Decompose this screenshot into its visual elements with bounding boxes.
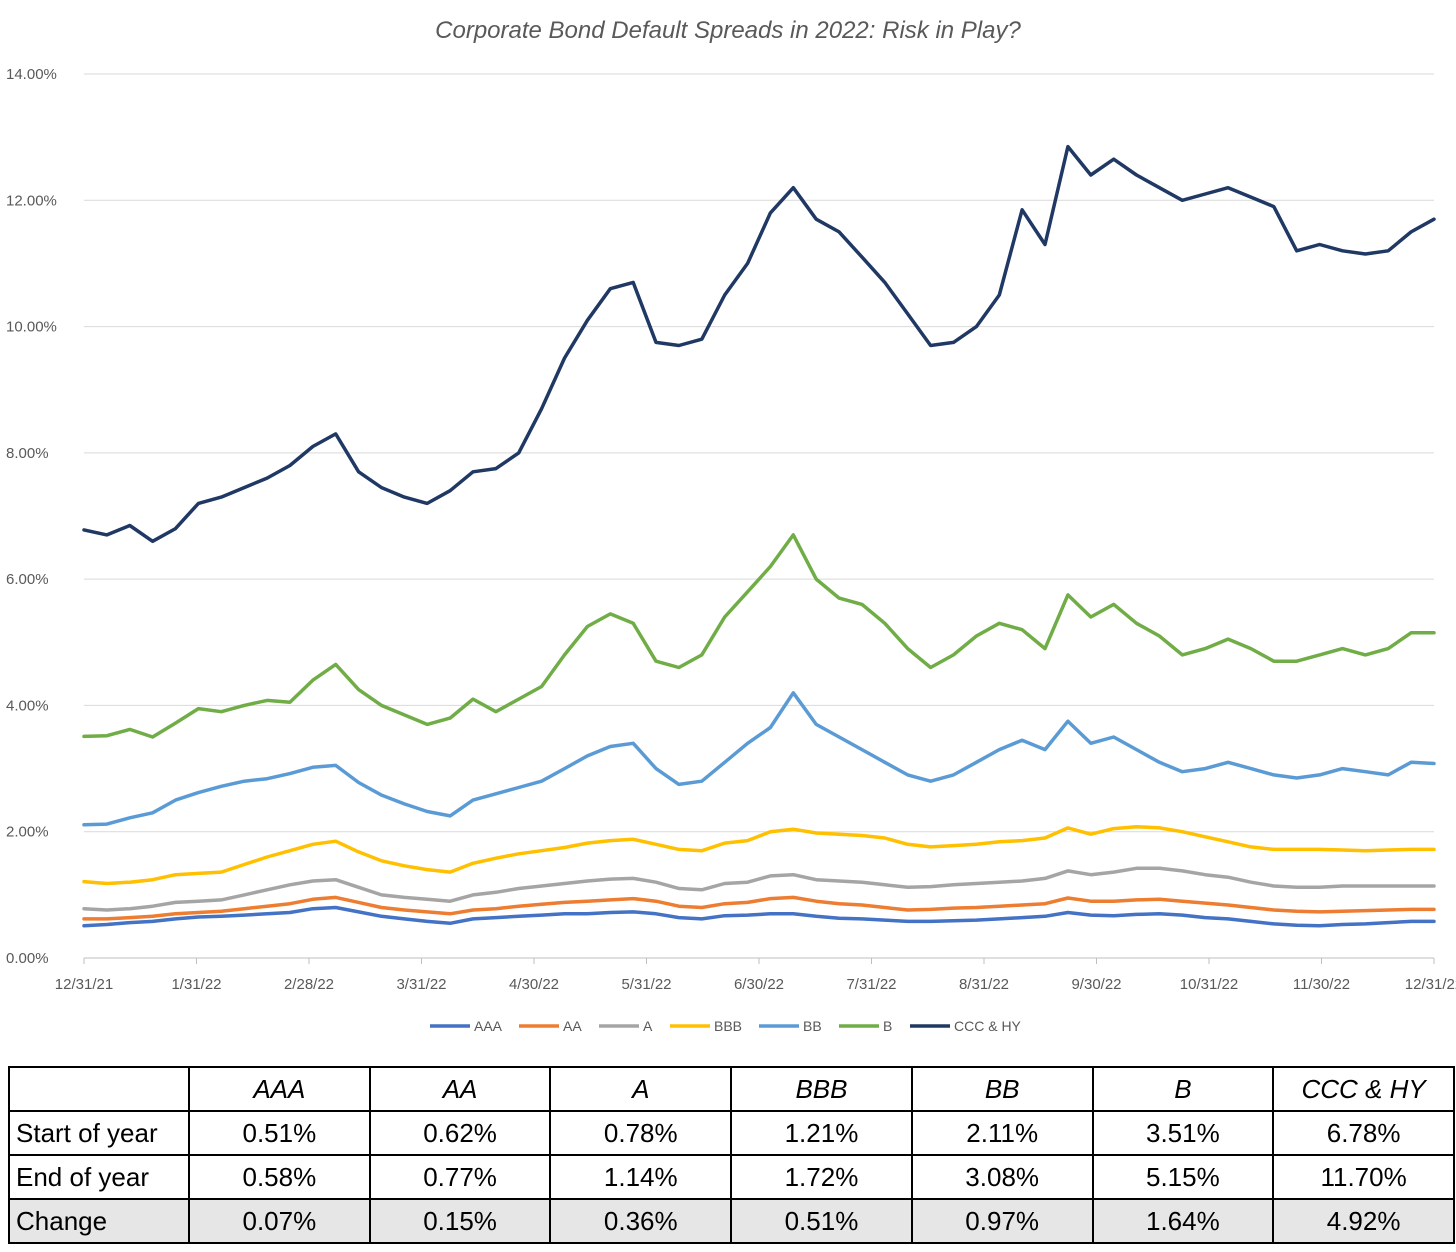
y-tick-label: 8.00% <box>6 445 49 462</box>
gridlines <box>84 73 1434 959</box>
y-tick-label: 0.00% <box>6 950 49 967</box>
x-tick-label: 9/30/22 <box>1071 976 1121 993</box>
series-line-b <box>82 533 1436 739</box>
table-cell: 5.15% <box>1091 1154 1275 1200</box>
series-line-bb <box>82 691 1436 827</box>
x-tick-label: 8/31/22 <box>959 976 1009 993</box>
y-axis-ticks: 0.00% 2.00% 4.00% 6.00% 8.00% 10.00% 12.00% 14.… <box>6 66 57 967</box>
x-tick-label: 3/31/22 <box>396 976 446 993</box>
table-header-row: AAA AA A BBB BB B CCC & HY <box>8 1066 1455 1112</box>
table-cell: 0.36% <box>549 1198 733 1244</box>
table-cell: 0.51% <box>188 1110 371 1156</box>
legend-label: CCC & HY <box>954 1018 1022 1034</box>
x-tick-label: 12/31/21 <box>55 976 113 993</box>
table-cell: 1.21% <box>730 1110 913 1156</box>
header-cell: BBB <box>730 1066 913 1112</box>
row-label: Start of year <box>8 1110 190 1156</box>
x-tick-label: 7/31/22 <box>846 976 896 993</box>
legend-item: AA <box>519 1018 582 1034</box>
y-tick-label: 12.00% <box>6 192 57 209</box>
chart-title: Corporate Bond Default Spreads in 2022: … <box>435 17 1021 44</box>
legend-label: BBB <box>714 1018 742 1034</box>
y-tick-label: 6.00% <box>6 571 49 588</box>
y-tick-label: 2.00% <box>6 824 49 841</box>
table-cell: 0.78% <box>549 1110 733 1156</box>
legend-item: CCC & HY <box>910 1018 1022 1034</box>
header-cell: AA <box>368 1066 552 1112</box>
legend-item: BBB <box>670 1018 742 1034</box>
y-tick-label: 14.00% <box>6 66 57 83</box>
header-cell: A <box>549 1066 733 1112</box>
table-cell: 1.72% <box>730 1154 913 1200</box>
x-tick-label: 4/30/22 <box>509 976 559 993</box>
series-line-bbb <box>82 824 1436 886</box>
series-line-a <box>82 866 1436 912</box>
x-tick-label: 1/31/22 <box>171 976 221 993</box>
table-cell: 3.51% <box>1091 1110 1275 1156</box>
header-cell: CCC & HY <box>1272 1066 1455 1112</box>
legend-label: B <box>883 1018 892 1034</box>
x-tick-label: 2/28/22 <box>284 976 334 993</box>
legend-label: AA <box>563 1018 582 1034</box>
row-label: Change <box>8 1198 190 1244</box>
y-tick-label: 4.00% <box>6 697 49 714</box>
y-tick-label: 10.00% <box>6 319 57 336</box>
line-chart: Corporate Bond Default Spreads in 2022: … <box>6 17 1456 1034</box>
table-cell: 0.77% <box>368 1154 552 1200</box>
legend-label: A <box>643 1018 653 1034</box>
chart-area: Corporate Bond Default Spreads in 2022: … <box>6 17 1456 1034</box>
x-axis-ticks: 12/31/21 1/31/22 2/28/22 3/31/22 4/30/22 5/31… <box>55 958 1456 993</box>
table-cell: 0.15% <box>368 1198 552 1244</box>
table-cell: 0.51% <box>730 1198 913 1244</box>
table-cell: 0.97% <box>910 1198 1094 1244</box>
header-cell: AAA <box>188 1066 371 1112</box>
table-cell: 6.78% <box>1272 1110 1455 1156</box>
legend-item: B <box>839 1018 892 1034</box>
series-lines <box>82 144 1436 928</box>
table-cell: 11.70% <box>1272 1154 1455 1200</box>
x-tick-label: 5/31/22 <box>621 976 671 993</box>
legend-item: AAA <box>430 1018 503 1034</box>
table-cell: 3.08% <box>910 1154 1094 1200</box>
legend-item: A <box>599 1018 653 1034</box>
x-tick-label: 10/31/22 <box>1180 976 1238 993</box>
table-row: End of year 0.58% 0.77% 1.14% 1.72% 3.08… <box>8 1154 1455 1200</box>
legend-item: BB <box>759 1018 822 1034</box>
table-cell: 2.11% <box>910 1110 1094 1156</box>
x-tick-label: 12/31/22 <box>1405 976 1456 993</box>
row-label: End of year <box>8 1154 190 1200</box>
series-line-aaa <box>82 905 1436 928</box>
table-cell: 0.62% <box>368 1110 552 1156</box>
table-cell: 1.64% <box>1091 1198 1275 1244</box>
summary-table: AAA AA A BBB BB B CCC & HY Start of year… <box>8 1066 1455 1244</box>
x-tick-label: 11/30/22 <box>1293 976 1350 993</box>
table-cell: 0.58% <box>188 1154 371 1200</box>
table-cell: 0.07% <box>188 1198 371 1244</box>
header-cell: B <box>1091 1066 1275 1112</box>
legend-label: AAA <box>474 1018 503 1034</box>
header-cell <box>8 1066 190 1112</box>
series-line-aa <box>82 895 1436 921</box>
series-line-ccc-hy <box>82 144 1436 544</box>
table-row: Change 0.07% 0.15% 0.36% 0.51% 0.97% 1.6… <box>8 1198 1455 1244</box>
legend-label: BB <box>803 1018 822 1034</box>
table-cell: 1.14% <box>549 1154 733 1200</box>
legend: AAA AA A BBB BB B CCC & HY <box>430 1018 1022 1034</box>
x-tick-label: 6/30/22 <box>734 976 784 993</box>
table-row: Start of year 0.51% 0.62% 0.78% 1.21% 2.… <box>8 1110 1455 1156</box>
header-cell: BB <box>910 1066 1094 1112</box>
table-cell: 4.92% <box>1272 1198 1455 1244</box>
